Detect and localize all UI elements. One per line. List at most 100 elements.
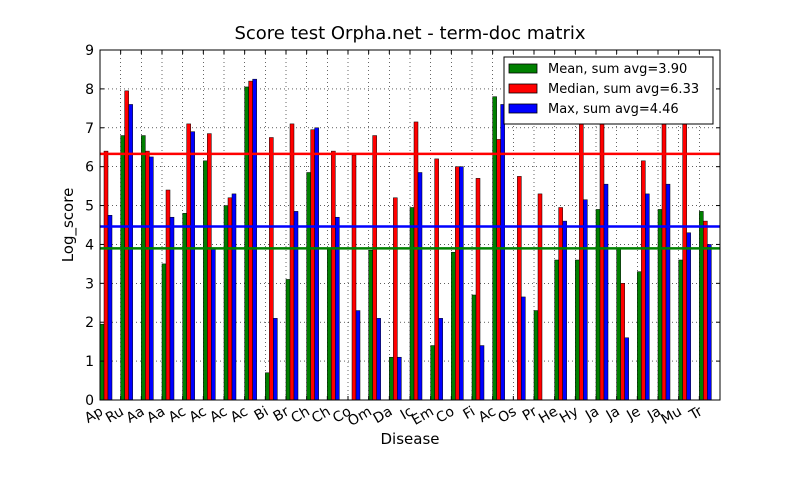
- bar-mean: [637, 271, 642, 401]
- bar-mean: [99, 323, 105, 401]
- bar-max: [211, 248, 216, 401]
- y-tick-label: 0: [85, 393, 94, 409]
- bar-median: [620, 283, 625, 401]
- bar-median: [393, 197, 398, 401]
- bar-max: [438, 318, 443, 401]
- bar-median: [124, 90, 129, 401]
- y-tick-label: 3: [85, 276, 94, 292]
- bar-median: [186, 123, 191, 401]
- bar-max: [583, 199, 588, 401]
- bar-max: [376, 318, 381, 401]
- bar-mean: [430, 345, 435, 401]
- x-tick-label: Ac: [187, 404, 210, 426]
- bar-mean: [244, 86, 249, 401]
- chart-title: Score test Orpha.net - term-doc matrix: [234, 23, 585, 44]
- bar-mean: [285, 279, 291, 401]
- bar-max: [397, 356, 402, 401]
- bar-mean: [182, 213, 187, 401]
- bar-max: [149, 156, 154, 401]
- bar-mean: [265, 372, 270, 401]
- bar-median: [207, 133, 212, 401]
- bar-mean: [554, 259, 559, 401]
- bar-median: [475, 178, 481, 401]
- legend-label-median: Median, sum avg=6.33: [548, 82, 699, 97]
- bar-median: [537, 193, 543, 401]
- bar-median: [517, 176, 522, 401]
- x-axis-label: Disease: [381, 430, 440, 448]
- bar-mean: [161, 263, 167, 401]
- bar-mean: [451, 251, 456, 401]
- bar-median: [682, 115, 687, 401]
- bar-median: [413, 121, 419, 401]
- bar-mean: [368, 250, 373, 401]
- x-tick-label: Ac: [207, 404, 230, 426]
- legend-swatch-median: [508, 83, 538, 94]
- bar-max: [107, 215, 113, 401]
- bar-max: [169, 216, 175, 401]
- bar-mean: [203, 160, 208, 401]
- bar-max: [190, 131, 195, 401]
- y-axis-label: Log_score: [59, 188, 78, 263]
- bar-mean: [120, 135, 125, 401]
- y-tick-label: 6: [85, 160, 94, 176]
- y-tick-label: 8: [85, 82, 94, 98]
- bar-max: [417, 172, 423, 401]
- y-tick-label: 5: [85, 199, 94, 215]
- bar-median: [331, 150, 336, 401]
- bar-median: [661, 115, 667, 401]
- bar-mean: [678, 259, 683, 401]
- bar-max: [500, 104, 505, 401]
- bar-mean: [575, 259, 580, 401]
- bar-max: [273, 318, 278, 401]
- bar-median: [351, 154, 357, 401]
- bar-max: [521, 296, 526, 401]
- bar-median: [641, 160, 646, 401]
- bar-mean: [223, 205, 229, 401]
- bar-max: [314, 127, 319, 401]
- bar-max: [707, 244, 712, 401]
- bar-mean: [699, 211, 704, 401]
- bar-mean: [141, 135, 146, 401]
- bar-max: [459, 166, 464, 401]
- x-tick-label: Aa: [144, 404, 168, 427]
- bar-median: [289, 123, 295, 401]
- bar-max: [355, 310, 361, 401]
- bar-median: [496, 139, 501, 401]
- bar-median: [558, 207, 563, 401]
- x-tick-label: Ac: [166, 404, 189, 426]
- y-tick-label: 9: [85, 43, 94, 59]
- x-tick-label: Co: [330, 404, 354, 427]
- bar-median: [434, 158, 439, 401]
- bar-median: [599, 115, 605, 401]
- x-tick-label: Aa: [124, 404, 148, 427]
- bar-max: [603, 183, 609, 401]
- bar-median: [310, 129, 315, 401]
- bar-max: [252, 78, 257, 401]
- bar-max: [335, 216, 340, 401]
- bar-median: [269, 137, 274, 401]
- x-tick-label: Os: [495, 404, 519, 427]
- bar-max: [665, 183, 671, 401]
- y-axis: 0 1 2 3 4 5 6 7 8 9: [85, 43, 720, 409]
- bar-mean: [327, 248, 332, 401]
- x-tick-label: Ac: [228, 404, 251, 426]
- y-tick-label: 2: [85, 315, 94, 331]
- bar-mean: [306, 172, 311, 401]
- bar-median: [248, 80, 253, 401]
- bar-max: [624, 337, 629, 401]
- bar-mean: [616, 248, 621, 401]
- bar-mean: [389, 356, 394, 401]
- x-tick-label: Co: [433, 404, 457, 427]
- bar-median: [455, 166, 460, 401]
- bar-max: [293, 211, 299, 401]
- x-tick-label: Br: [271, 403, 293, 425]
- bar-median: [372, 135, 377, 401]
- bar-mean: [409, 207, 415, 401]
- y-tick-label: 7: [85, 121, 94, 137]
- bar-max: [645, 193, 650, 401]
- x-tick-label: Ac: [476, 404, 499, 426]
- y-tick-label: 1: [85, 354, 94, 370]
- bar-max: [686, 232, 691, 401]
- bar-max: [231, 193, 237, 401]
